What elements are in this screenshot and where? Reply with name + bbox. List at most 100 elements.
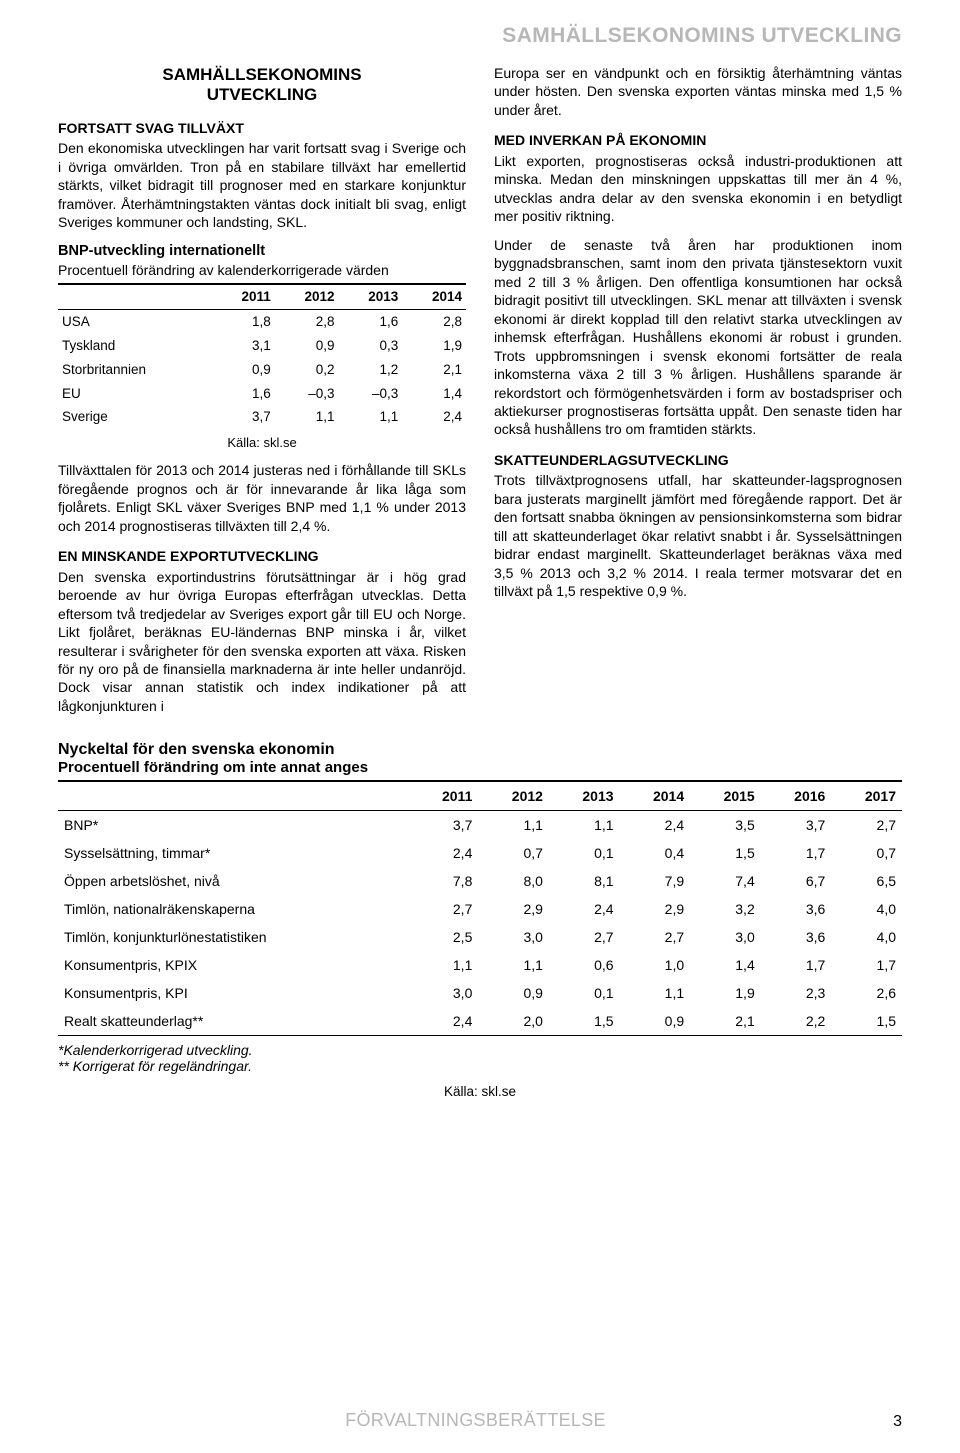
table-cell: 3,2	[690, 895, 761, 923]
table-cell: 3,5	[690, 811, 761, 840]
table-cell: Konsumentpris, KPIX	[58, 951, 409, 979]
table-cell: –0,3	[275, 382, 339, 406]
table-cell: 1,4	[690, 951, 761, 979]
table-header: 2014	[402, 284, 466, 309]
table-row: USA1,82,81,62,8	[58, 310, 466, 334]
table-cell: 7,4	[690, 867, 761, 895]
table-cell: 1,9	[690, 979, 761, 1007]
table-cell: 3,1	[212, 334, 274, 358]
table-cell: 3,0	[409, 979, 478, 1007]
table-cell: 2,4	[620, 811, 691, 840]
two-column-block: SAMHÄLLSEKONOMINS UTVECKLING FORTSATT SV…	[58, 64, 902, 725]
table-row: EU1,6–0,3–0,31,4	[58, 382, 466, 406]
table-row: Konsumentpris, KPIX1,11,10,61,01,41,71,7	[58, 951, 902, 979]
paragraph: Europa ser en vändpunkt och en försiktig…	[494, 64, 902, 119]
section-title-line1: SAMHÄLLSEKONOMINS	[58, 64, 466, 86]
table-cell: 1,7	[831, 951, 902, 979]
table-cell: Realt skatteunderlag**	[58, 1007, 409, 1036]
paragraph: Trots tillväxtprognosens utfall, har ska…	[494, 471, 902, 600]
page-number: 3	[893, 1413, 902, 1431]
table-row: Konsumentpris, KPI3,00,90,11,11,92,32,6	[58, 979, 902, 1007]
table-row: Tyskland3,10,90,31,9	[58, 334, 466, 358]
table-cell: 2,0	[478, 1007, 549, 1036]
table-cell: 1,1	[275, 405, 339, 431]
bnp-table: 2011201220132014 USA1,82,81,62,8Tyskland…	[58, 283, 466, 431]
table-cell: 0,9	[275, 334, 339, 358]
table-cell: 0,1	[549, 979, 620, 1007]
table-cell: 2,9	[620, 895, 691, 923]
table-cell: 3,7	[409, 811, 478, 840]
table-cell: 2,7	[549, 923, 620, 951]
table-cell: Öppen arbetslöshet, nivå	[58, 867, 409, 895]
table-cell: 2,2	[761, 1007, 832, 1036]
table-cell: 0,3	[338, 334, 402, 358]
wide-table-subtitle: Procentuell förändring om inte annat ang…	[58, 759, 902, 776]
table-cell: 2,7	[409, 895, 478, 923]
table-cell: 3,6	[761, 923, 832, 951]
table-cell: 1,5	[831, 1007, 902, 1036]
subhead-fortsatt: FORTSATT SVAG TILLVÄXT	[58, 119, 466, 137]
table-cell: EU	[58, 382, 212, 406]
paragraph: Likt exporten, prognostiseras också indu…	[494, 152, 902, 226]
table-cell: Timlön, nationalräkenskaperna	[58, 895, 409, 923]
table-header: 2012	[478, 781, 549, 811]
table-cell: 2,3	[761, 979, 832, 1007]
table-cell: 1,0	[620, 951, 691, 979]
small-table-title: BNP-utveckling internationellt	[58, 242, 466, 261]
table-header: 2013	[549, 781, 620, 811]
table-cell: 2,6	[831, 979, 902, 1007]
table-cell: 2,7	[620, 923, 691, 951]
table-cell: USA	[58, 310, 212, 334]
right-column: Europa ser en vändpunkt och en försiktig…	[494, 64, 902, 725]
table-cell: 1,7	[761, 839, 832, 867]
table-cell: 0,1	[549, 839, 620, 867]
table-cell: BNP*	[58, 811, 409, 840]
table-header: 2014	[620, 781, 691, 811]
small-table-source: Källa: skl.se	[58, 434, 466, 451]
table-cell: Sverige	[58, 405, 212, 431]
table-cell: 1,1	[478, 951, 549, 979]
footnote-2: ** Korrigerat för regeländringar.	[58, 1058, 902, 1074]
table-cell: 3,0	[478, 923, 549, 951]
small-table-subtitle: Procentuell förändring av kalenderkorrig…	[58, 261, 466, 279]
table-footnotes: *Kalenderkorrigerad utveckling. ** Korri…	[58, 1042, 902, 1074]
table-cell: 2,1	[402, 358, 466, 382]
table-cell: 2,8	[402, 310, 466, 334]
left-column: SAMHÄLLSEKONOMINS UTVECKLING FORTSATT SV…	[58, 64, 466, 725]
running-head: SAMHÄLLSEKONOMINS UTVECKLING	[58, 24, 902, 48]
table-cell: 1,5	[690, 839, 761, 867]
section-title-line2: UTVECKLING	[58, 84, 466, 106]
table-cell: Konsumentpris, KPI	[58, 979, 409, 1007]
table-cell: 0,7	[478, 839, 549, 867]
table-row: Realt skatteunderlag**2,42,01,50,92,12,2…	[58, 1007, 902, 1036]
table-cell: 1,8	[212, 310, 274, 334]
table-cell: 1,6	[212, 382, 274, 406]
table-cell: 7,9	[620, 867, 691, 895]
table-cell: 2,5	[409, 923, 478, 951]
table-cell: 1,7	[761, 951, 832, 979]
nyckeltal-table: 2011201220132014201520162017 BNP*3,71,11…	[58, 780, 902, 1036]
footnote-1: *Kalenderkorrigerad utveckling.	[58, 1042, 902, 1058]
table-header: 2013	[338, 284, 402, 309]
wide-table-title: Nyckeltal för den svenska ekonomin	[58, 741, 902, 759]
table-cell: 1,2	[338, 358, 402, 382]
table-header: 2016	[761, 781, 832, 811]
table-row: Storbritannien0,90,21,22,1	[58, 358, 466, 382]
table-cell: 1,1	[549, 811, 620, 840]
table-cell: 6,5	[831, 867, 902, 895]
table-cell: 0,7	[831, 839, 902, 867]
paragraph: Den svenska exportindustrins förutsättni…	[58, 568, 466, 716]
table-cell: 0,4	[620, 839, 691, 867]
table-cell: 0,9	[620, 1007, 691, 1036]
subhead-inverkan: MED INVERKAN PÅ EKONOMIN	[494, 131, 902, 149]
table-header: 2011	[212, 284, 274, 309]
table-row: Timlön, nationalräkenskaperna2,72,92,42,…	[58, 895, 902, 923]
subhead-skatt: SKATTEUNDERLAGSUTVECKLING	[494, 451, 902, 469]
table-cell: Timlön, konjunkturlönestatistiken	[58, 923, 409, 951]
wide-table-block: Nyckeltal för den svenska ekonomin Proce…	[58, 741, 902, 1099]
table-cell: 6,7	[761, 867, 832, 895]
table-cell: Storbritannien	[58, 358, 212, 382]
table-cell: 2,8	[275, 310, 339, 334]
table-cell: 2,1	[690, 1007, 761, 1036]
table-cell: 8,1	[549, 867, 620, 895]
